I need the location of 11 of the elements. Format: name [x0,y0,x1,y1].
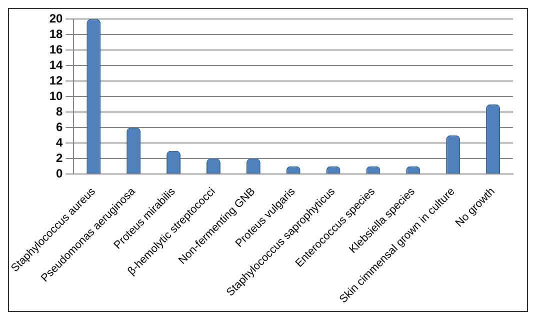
y-tick-label: 4 [56,135,64,150]
y-tick-label: 0 [56,166,64,180]
y-tick-label: 16 [49,42,64,56]
y-tick-label: 6 [56,120,64,134]
y-tick-label: 18 [49,27,64,42]
y-tick-label: 14 [49,58,64,72]
y-tick-label: 12 [49,73,64,88]
y-tick-label: 8 [56,104,64,118]
y-tick-label: 10 [49,88,64,103]
y-tick-label: 2 [56,150,64,165]
y-tick-label: 20 [49,12,64,26]
